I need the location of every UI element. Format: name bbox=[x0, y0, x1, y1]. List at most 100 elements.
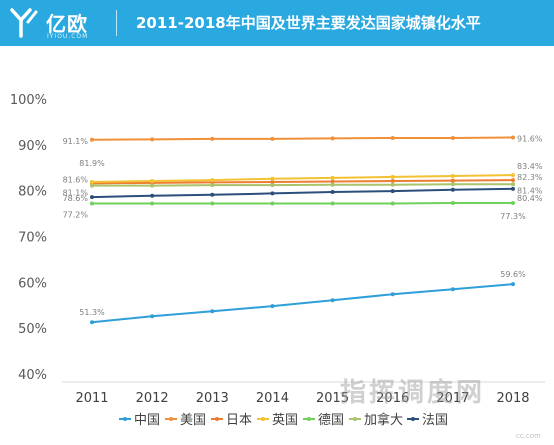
y-tick-label: 90% bbox=[18, 139, 47, 154]
series-point bbox=[511, 173, 515, 178]
series-point bbox=[450, 182, 455, 187]
legend-marker bbox=[261, 417, 265, 421]
series-point bbox=[270, 176, 275, 181]
data-label: 81.1% bbox=[63, 189, 89, 198]
series-point bbox=[390, 189, 395, 194]
data-label: 77.3% bbox=[500, 212, 526, 221]
header-divider bbox=[116, 10, 117, 36]
series-point bbox=[270, 201, 275, 206]
data-label: 91.6% bbox=[517, 135, 543, 144]
series-point bbox=[210, 183, 215, 188]
y-tick-label: 100% bbox=[10, 93, 47, 108]
series-point bbox=[330, 190, 335, 195]
series-point bbox=[90, 137, 94, 142]
data-label: 82.3% bbox=[517, 173, 543, 182]
legend-marker bbox=[353, 417, 357, 421]
x-tick-label: 2016 bbox=[376, 391, 409, 406]
series-point bbox=[450, 174, 455, 178]
x-tick-label: 2017 bbox=[436, 391, 469, 406]
series-point bbox=[210, 178, 215, 183]
series-point bbox=[210, 192, 215, 197]
brand-name: 亿欧 bbox=[46, 12, 88, 36]
series-point bbox=[270, 183, 275, 188]
data-label: 81.4% bbox=[517, 186, 543, 195]
series-point bbox=[150, 314, 155, 319]
brand-logo: 亿欧 IYIOU.COM bbox=[8, 6, 108, 40]
watermark-domain: cc.com bbox=[516, 432, 541, 440]
series-line bbox=[91, 136, 514, 141]
x-tick-label: 2018 bbox=[496, 391, 529, 406]
series-point bbox=[330, 182, 335, 187]
series-point bbox=[450, 187, 455, 192]
series-point bbox=[450, 201, 455, 206]
legend-label: 法国 bbox=[422, 413, 448, 428]
legend-label: 英国 bbox=[272, 413, 298, 428]
legend-label: 美国 bbox=[180, 413, 206, 428]
x-tick-label: 2014 bbox=[256, 391, 289, 406]
series-point bbox=[450, 287, 455, 292]
series-point bbox=[511, 135, 515, 140]
legend-marker bbox=[123, 417, 127, 421]
series-point bbox=[150, 183, 155, 188]
series-line bbox=[91, 283, 514, 324]
series-point bbox=[511, 178, 515, 183]
data-label: 51.3% bbox=[79, 308, 105, 317]
series-point bbox=[150, 179, 155, 184]
legend-label: 日本 bbox=[226, 413, 252, 428]
series-line bbox=[92, 183, 513, 187]
legend-marker bbox=[307, 417, 311, 421]
series-point bbox=[390, 182, 395, 187]
series-point bbox=[390, 292, 395, 297]
series-point bbox=[270, 191, 275, 196]
page-title: 2011-2018年中国及世界主要发达国家城镇化水平 bbox=[136, 14, 481, 32]
series-point bbox=[150, 193, 155, 198]
y-tick-label: 50% bbox=[18, 322, 47, 337]
series-point bbox=[511, 186, 515, 191]
data-label: 59.6% bbox=[500, 270, 526, 279]
y-tick-label: 60% bbox=[18, 276, 47, 291]
series-point bbox=[270, 304, 275, 309]
y-tick-label: 80% bbox=[18, 185, 47, 200]
series-point bbox=[330, 175, 335, 180]
header-bar: 亿欧 IYIOU.COM 2011-2018年中国及世界主要发达国家城镇化水平 bbox=[0, 0, 554, 46]
watermark: 指挥调度网 bbox=[340, 378, 486, 408]
line-chart: 40% 50% 60% 70% 80% 90% 100% 2011 2012 2013 2014 20… bbox=[10, 93, 545, 428]
x-tick-label: 2015 bbox=[316, 391, 349, 406]
data-label: 77.2% bbox=[63, 211, 89, 220]
y-tick-label: 70% bbox=[18, 231, 47, 246]
series-point bbox=[390, 201, 395, 206]
series-point bbox=[330, 201, 335, 206]
series-point bbox=[210, 201, 215, 206]
series-point bbox=[511, 282, 515, 287]
series-point bbox=[330, 136, 335, 141]
series-point bbox=[450, 178, 455, 183]
series-point bbox=[90, 179, 94, 184]
series-point bbox=[450, 135, 455, 140]
data-label: 83.4% bbox=[517, 162, 543, 171]
series-point bbox=[390, 135, 395, 140]
legend-marker bbox=[169, 417, 173, 421]
series-point bbox=[90, 320, 94, 325]
series-point bbox=[270, 136, 275, 141]
series-point bbox=[90, 183, 94, 188]
series-point bbox=[330, 179, 335, 184]
series-point bbox=[270, 179, 275, 184]
series-point bbox=[390, 179, 395, 184]
brand-domain: IYIOU.COM bbox=[47, 33, 89, 40]
series-line bbox=[91, 179, 514, 185]
x-tick-label: 2013 bbox=[196, 391, 229, 406]
series-point bbox=[90, 195, 94, 200]
series-point bbox=[330, 298, 335, 303]
data-label: 80.4% bbox=[517, 194, 543, 203]
legend-label: 德国 bbox=[318, 413, 344, 428]
brand-logo-icon bbox=[10, 8, 38, 38]
series-line bbox=[91, 174, 514, 183]
series-line bbox=[91, 187, 514, 199]
series-point bbox=[210, 309, 215, 314]
data-label: 78.6% bbox=[63, 194, 89, 203]
legend-label: 加拿大 bbox=[364, 412, 403, 428]
series-point bbox=[511, 201, 515, 206]
series-point bbox=[390, 174, 395, 179]
series-point bbox=[150, 201, 155, 206]
